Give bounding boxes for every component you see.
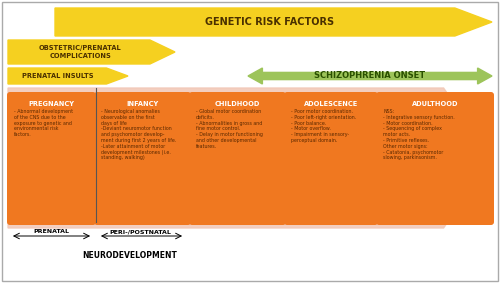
- Text: SCHIZOPHRENIA ONSET: SCHIZOPHRENIA ONSET: [314, 72, 426, 80]
- Text: INFANCY: INFANCY: [126, 101, 158, 107]
- Text: - Poor motor coordination.
- Poor left-right orientation.
- Poor balance.
- Moto: - Poor motor coordination. - Poor left-r…: [291, 109, 356, 143]
- Text: PREGNANCY: PREGNANCY: [28, 101, 74, 107]
- Text: - Global motor coordination
deficits.
- Abnormalities in gross and
fine motor co: - Global motor coordination deficits. - …: [196, 109, 263, 149]
- Polygon shape: [8, 88, 492, 228]
- Text: NSS:
- Integrative sensory function.
- Motor coordination.
- Sequencing of compl: NSS: - Integrative sensory function. - M…: [383, 109, 455, 160]
- FancyBboxPatch shape: [94, 92, 191, 225]
- Text: ADULTHOOD: ADULTHOOD: [412, 101, 458, 107]
- Text: - Neurological anomalies
observable on the first
days of life
-Deviant neuromoto: - Neurological anomalies observable on t…: [101, 109, 176, 160]
- Text: PRENATAL: PRENATAL: [33, 229, 69, 234]
- Text: ADOLESCENCE: ADOLESCENCE: [304, 101, 358, 107]
- Polygon shape: [8, 40, 175, 64]
- FancyBboxPatch shape: [7, 92, 96, 225]
- FancyBboxPatch shape: [189, 92, 286, 225]
- FancyBboxPatch shape: [284, 92, 378, 225]
- Polygon shape: [8, 68, 128, 84]
- Text: OBSTETRIC/PRENATAL
COMPLICATIONS: OBSTETRIC/PRENATAL COMPLICATIONS: [38, 45, 121, 59]
- Polygon shape: [248, 68, 492, 84]
- Polygon shape: [55, 8, 492, 36]
- Text: PRENATAL INSULTS: PRENATAL INSULTS: [22, 73, 94, 79]
- Text: CHILDHOOD: CHILDHOOD: [215, 101, 260, 107]
- Text: PERI-/POSTNATAL: PERI-/POSTNATAL: [109, 229, 171, 234]
- Text: - Abnormal development
of the CNS due to the
exposure to genetic and
environment: - Abnormal development of the CNS due to…: [14, 109, 73, 137]
- FancyBboxPatch shape: [376, 92, 494, 225]
- Text: NEURODEVELOPMENT: NEURODEVELOPMENT: [82, 250, 178, 260]
- Text: GENETIC RISK FACTORS: GENETIC RISK FACTORS: [206, 17, 334, 27]
